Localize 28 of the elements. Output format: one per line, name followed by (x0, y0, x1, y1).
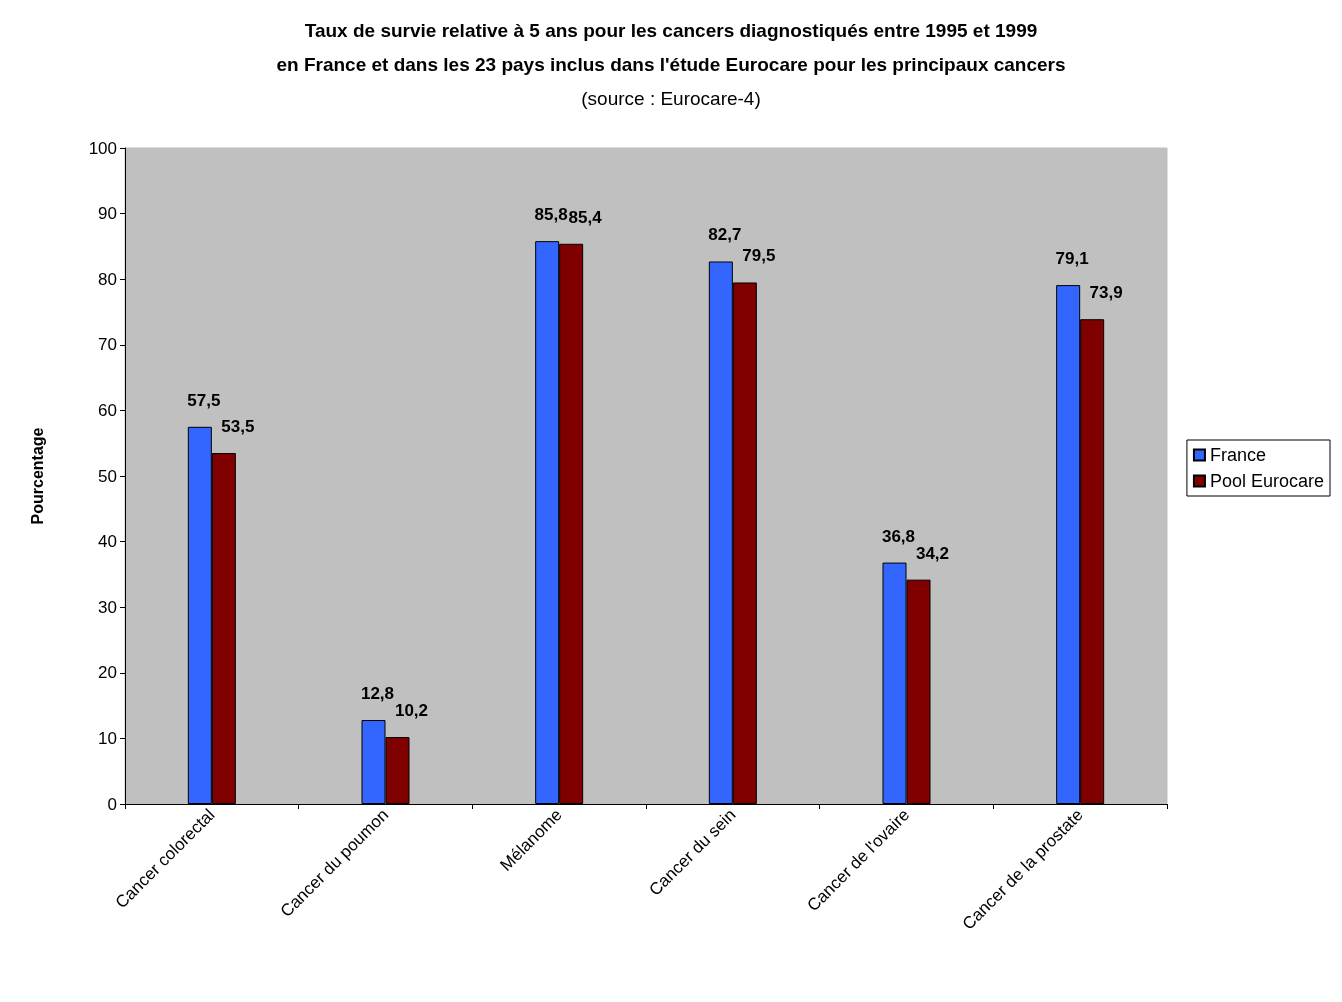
data-label: 82,7 (708, 225, 742, 245)
chart-subtitle: (source : Eurocare-4) (581, 88, 761, 109)
data-label: 85,8 (534, 205, 568, 225)
data-label: 79,1 (1055, 249, 1089, 269)
data-label: 36,8 (881, 526, 916, 546)
y-tick-label: 90 (98, 204, 117, 224)
data-label: 73,9 (1089, 283, 1123, 303)
y-tick-label: 50 (98, 466, 117, 486)
legend-label: Pool Eurocare (1209, 471, 1325, 491)
data-label: 79,5 (742, 246, 776, 266)
chart-title: Taux de survie relative à 5 ans pour les cancers diagnostiqués entre 1995 et 1999 en France et dans les 23 pays inclus dans l'étude Eurocare pour les principaux cancers (276, 19, 1066, 75)
data-label: 85,4 (568, 207, 603, 227)
y-tick-label: 40 (98, 532, 117, 552)
data-label: 34,2 (915, 543, 950, 563)
y-tick-label: 70 (98, 335, 117, 355)
y-tick-label: 100 (88, 138, 117, 158)
y-tick-label: 20 (98, 663, 117, 683)
y-tick-label: 10 (98, 728, 117, 748)
y-tick-label: 0 (107, 794, 117, 814)
data-label: 10,2 (394, 701, 429, 721)
data-label: 57,5 (187, 390, 221, 410)
y-axis-title: Pourcentage (28, 427, 46, 525)
data-label: 12,8 (360, 684, 395, 704)
legend-label: France (1209, 445, 1266, 465)
y-tick-label: 60 (98, 400, 117, 420)
y-tick-label: 80 (98, 269, 117, 289)
y-tick-label: 30 (98, 597, 117, 617)
data-label: 53,5 (221, 417, 255, 437)
